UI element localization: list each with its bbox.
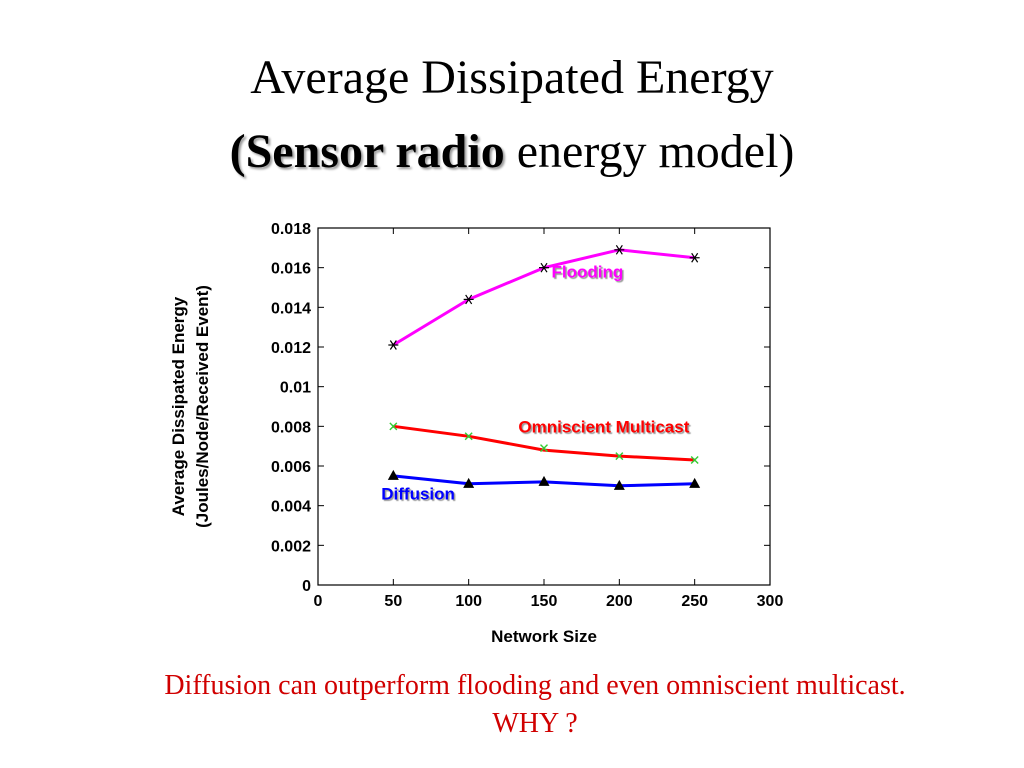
series-annotations: Flooding Omniscient Multicast Diffusion [381,263,689,504]
title-open-paren: ( [229,125,246,178]
caption-line2: WHY ? [492,708,578,739]
x-tick-label: 50 [384,593,402,610]
flooding-marker [539,262,549,273]
series-lines [392,248,695,488]
slide-title-line1: Average Dissipated Energy [250,51,774,104]
title-rest: energy model) [504,125,795,178]
slide-title-line2: (Sensor radio energy model) [0,124,1024,180]
omniscient-multicast-marker [690,456,699,465]
flooding-marker [614,244,625,255]
omniscient-multicast-marker [615,452,624,461]
omniscient-multicast-marker [540,444,548,453]
x-tick-label: 200 [606,593,633,610]
y-tick-label: 0.01 [280,380,311,397]
flooding-marker [689,252,700,263]
x-tick-label: 0 [314,593,323,610]
flooding-line [392,248,695,347]
series-markers [387,244,701,490]
y-axis-label-line2: (Joules/Node/Received Event) [193,285,212,528]
x-tick-label: 250 [681,593,708,610]
x-tick-label: 100 [455,593,482,610]
y-axis-label-line1: Average Dissipated Energy [169,296,188,516]
omniscient-multicast-marker [464,432,473,441]
plot-frame [317,227,771,586]
y-tick-label: 0.008 [271,419,311,436]
diffusion-marker [538,475,550,486]
diffusion-marker [387,469,399,480]
omniscient-multicast-marker [389,422,398,431]
omniscient-multicast-line [393,424,695,462]
y-tick-label: 0.006 [271,459,311,476]
omniscient-multicast-label: Omniscient Multicast [518,417,689,436]
y-axis-label: Average Dissipated Energy (Joules/Node/R… [169,285,212,528]
flooding-marker [388,340,399,350]
y-tick-label: 0.002 [271,538,311,555]
y-tick-label: 0.016 [271,261,311,278]
caption-line1: Diffusion can outperform flooding and ev… [164,670,906,701]
diffusion-label: Diffusion [381,485,455,504]
y-tick-label: 0.014 [271,300,311,317]
x-tick-label: 300 [757,593,784,610]
y-tick-label: 0.012 [271,340,311,357]
y-tick-label: 0.018 [271,221,311,238]
flooding-label: Flooding [552,263,624,282]
y-tick-label: 0 [302,578,311,595]
title-bold-phrase: Sensor radio [245,125,505,178]
x-tick-label: 150 [531,593,558,610]
diffusion-marker [689,477,701,488]
y-tick-label: 0.004 [271,499,311,516]
diffusion-marker [463,477,475,488]
flooding-marker [463,294,474,305]
x-axis-label: Network Size [491,627,597,646]
axis-ticks: 0 50 100 150 200 250 300 0 0.002 0.004 0.006 0.008 0… [271,221,783,610]
diffusion-marker [613,479,625,490]
